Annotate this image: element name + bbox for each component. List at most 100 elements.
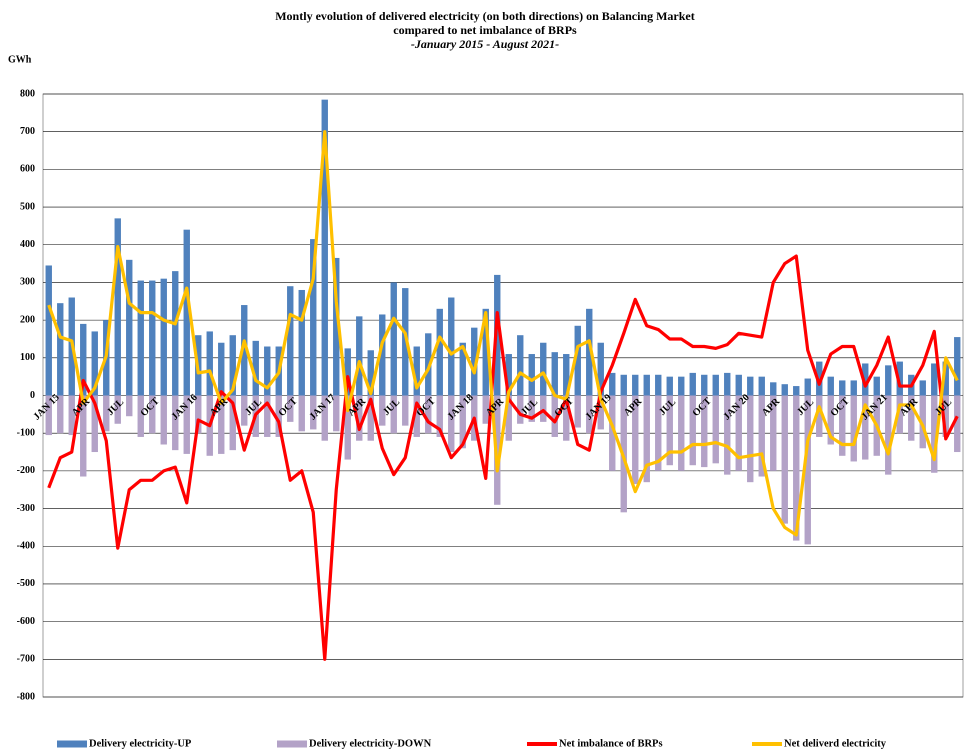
bar	[264, 395, 271, 437]
bar	[436, 308, 443, 396]
bars	[45, 99, 961, 545]
bar	[114, 218, 121, 396]
bar	[57, 303, 64, 396]
bar	[298, 395, 305, 432]
bar	[735, 374, 742, 396]
y-tick-label: -500	[17, 578, 35, 589]
bar	[827, 376, 834, 396]
bar	[206, 331, 213, 396]
bar	[689, 395, 696, 466]
bar	[919, 395, 926, 449]
bar	[413, 346, 420, 396]
y-tick-label: 400	[20, 239, 35, 250]
bar	[103, 395, 110, 432]
bar	[241, 395, 248, 426]
bar	[712, 374, 719, 396]
bar	[413, 395, 420, 437]
bar	[747, 395, 754, 483]
bar	[321, 395, 328, 441]
bar	[551, 395, 558, 437]
bar	[252, 340, 259, 396]
bar	[586, 395, 593, 434]
bar	[850, 380, 857, 396]
bar	[310, 395, 317, 430]
bar	[793, 386, 800, 396]
bar	[137, 280, 144, 396]
bar	[241, 305, 248, 396]
bar	[574, 395, 581, 428]
bar	[839, 395, 846, 456]
bar	[758, 395, 765, 477]
bar	[482, 308, 489, 396]
y-tick-label: -200	[17, 465, 35, 476]
bar	[919, 380, 926, 396]
bar	[655, 395, 662, 471]
bar	[862, 363, 869, 396]
bar	[402, 288, 409, 396]
bar	[563, 354, 570, 396]
bar	[344, 348, 351, 396]
bar	[287, 286, 294, 396]
bar	[586, 308, 593, 396]
bar	[114, 395, 121, 424]
chart-subtitle: compared to net imbalance of BRPs	[393, 23, 577, 37]
y-tick-label: -700	[17, 654, 35, 665]
bar	[609, 372, 616, 396]
chart-title: Montly evolution of delivered electricit…	[275, 9, 695, 23]
bar	[517, 335, 524, 396]
bar	[45, 265, 52, 396]
bar	[528, 395, 535, 422]
bar	[57, 395, 64, 434]
bar	[379, 314, 386, 396]
y-tick-label: 100	[20, 352, 35, 363]
bar	[482, 395, 489, 424]
bar	[505, 354, 512, 396]
y-tick-label: 800	[20, 88, 35, 99]
bar	[896, 395, 903, 434]
bar	[816, 395, 823, 437]
bar	[218, 342, 225, 396]
bar	[597, 342, 604, 396]
bar	[287, 395, 294, 422]
chart-period: -January 2015 - August 2021-	[411, 37, 559, 51]
bar	[390, 282, 397, 396]
bar	[149, 280, 156, 396]
bar	[551, 352, 558, 396]
y-tick-label: 300	[20, 277, 35, 288]
bar	[643, 395, 650, 483]
bar	[183, 229, 190, 396]
bar	[80, 395, 87, 477]
bar	[172, 395, 179, 451]
bar	[781, 395, 788, 524]
legend-marker	[277, 740, 307, 748]
bar	[367, 395, 374, 441]
bar	[770, 395, 777, 471]
legend-label: Delivery electricity-UP	[89, 738, 192, 749]
bar	[942, 361, 949, 396]
bar	[804, 378, 811, 396]
bar	[931, 395, 938, 473]
bar	[770, 382, 777, 396]
bar	[862, 395, 869, 460]
bar	[850, 395, 857, 462]
bar	[45, 395, 52, 436]
legend-label: Net deliverd electricity	[784, 738, 887, 749]
bar	[91, 395, 98, 453]
bar	[425, 395, 432, 434]
bar	[126, 259, 133, 396]
bar	[816, 361, 823, 396]
y-tick-label: -100	[17, 427, 35, 438]
bar	[540, 395, 547, 422]
bar	[517, 395, 524, 424]
y-tick-label: 500	[20, 201, 35, 212]
bar	[747, 376, 754, 396]
bar	[448, 297, 455, 396]
bar	[839, 380, 846, 396]
bar	[172, 271, 179, 396]
bar	[160, 395, 167, 445]
bar	[390, 395, 397, 434]
bar	[459, 395, 466, 449]
bar	[229, 335, 236, 396]
bar	[793, 395, 800, 541]
